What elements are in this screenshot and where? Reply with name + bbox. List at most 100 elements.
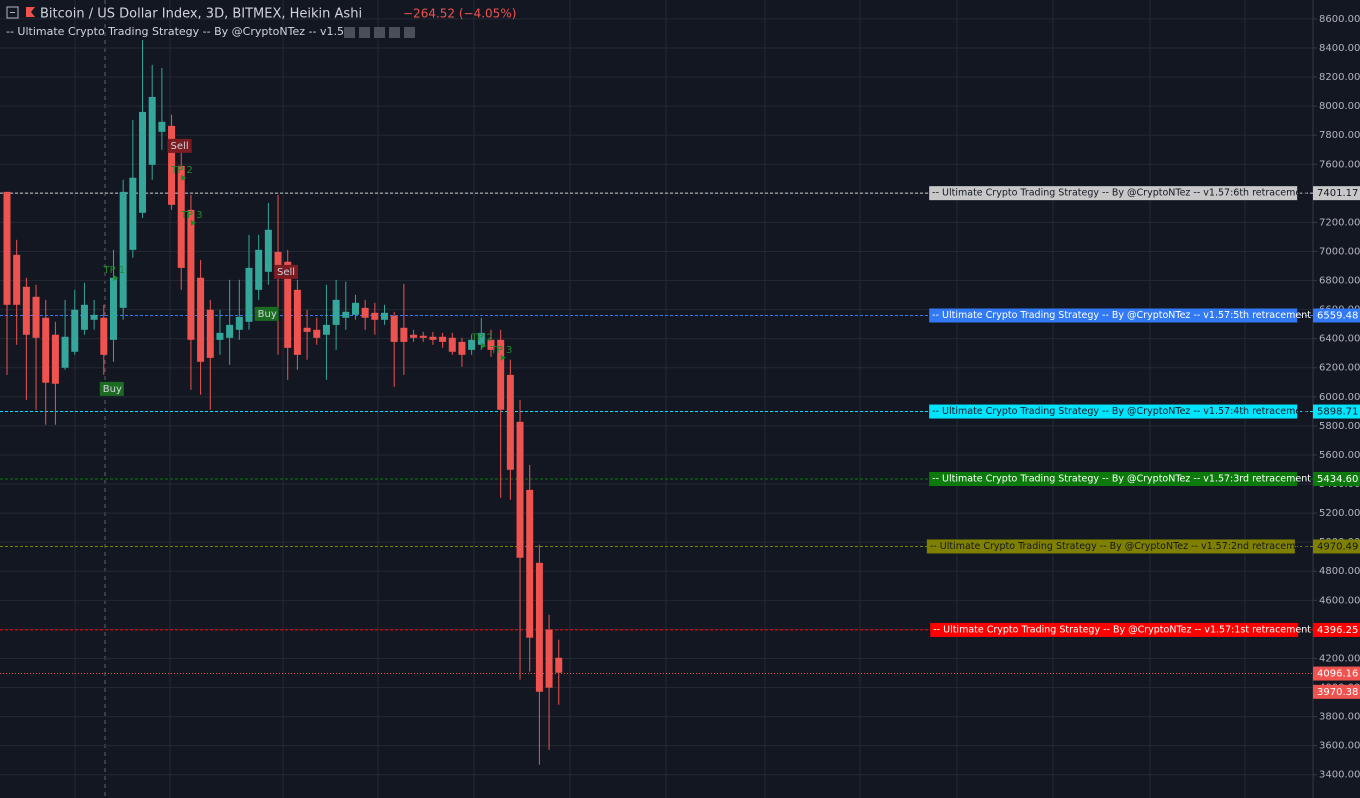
tp-arrow [113,274,119,281]
candle-body [80,304,88,330]
candle-body [332,299,340,325]
y-tick-label: 6000.00 [1319,392,1360,403]
remove-button[interactable] [404,27,415,38]
candle-body [516,421,524,558]
candle-body [61,336,69,368]
candle-body [487,339,495,350]
candle-body [129,177,137,250]
retracement-price-bg [1313,472,1360,487]
format-button[interactable] [359,27,370,38]
retracement-label-bg [929,404,1298,419]
y-tick-label: 5600.00 [1319,450,1360,461]
candle-body [51,334,59,384]
flag-icon [26,7,35,17]
y-tick-label: 3600.00 [1319,741,1360,752]
candle-body [109,277,117,340]
y-tick-label: 8400.00 [1319,43,1360,54]
price-marker-bg [1313,684,1360,699]
signal-label: Buy [258,309,277,320]
candle-body [506,374,514,470]
candle-body [526,489,534,638]
candle-body [177,165,185,268]
candle-body [245,267,253,322]
candle-body [22,286,30,335]
retracement-price-bg [1313,308,1360,323]
candle-body [381,312,389,320]
y-tick-label: 7000.00 [1319,246,1360,257]
y-tick-label: 8200.00 [1319,72,1360,83]
candle-body [303,327,311,332]
retracement-price: 6559.48 [1317,310,1358,321]
retracement-price: 4396.25 [1317,625,1358,636]
tp-arrow [481,342,487,349]
indicator-buttons [344,27,415,38]
tp-label: TP 3 [180,210,203,221]
candle-body [390,315,398,342]
signal-label: Sell [171,141,189,152]
candle-body [100,317,108,355]
y-tick-label: 5800.00 [1319,421,1360,432]
candle-body [458,341,466,355]
price-change: −264.52 (−4.05%) [403,7,516,21]
retracement-label: -- Ultimate Crypto Trading Strategy -- B… [933,624,1311,635]
candle-body [545,629,553,688]
retracement-label-bg [930,622,1299,637]
signal-label: Sell [277,267,295,278]
candle-body [429,336,437,340]
signal-bg [274,264,299,279]
tp-label: TP 3 [490,345,513,356]
signal-label: Buy [103,384,122,395]
candle-body [410,334,418,338]
candle-body [313,329,321,338]
price-marker-label: 3970.38 [1317,687,1358,698]
candle-body [235,316,243,330]
candle-body [468,339,476,350]
candle-body [168,125,176,205]
retracement-price-bg [1313,539,1360,554]
retracement-price: 5898.71 [1317,407,1358,418]
add-button[interactable] [389,27,400,38]
retracement-label-bg [929,308,1298,323]
indicator-name[interactable]: -- Ultimate Crypto Trading Strategy -- B… [6,25,351,38]
price-axis [1313,0,1360,798]
retracement-price-bg [1313,186,1360,201]
candle-body [187,209,195,340]
source-button[interactable] [374,27,385,38]
signal-bg [99,381,124,396]
y-tick-label: 6800.00 [1319,276,1360,287]
tp-label: TP 2 [170,165,193,176]
retracement-label: -- Ultimate Crypto Trading Strategy -- B… [932,474,1311,485]
retracement-price: 4970.49 [1317,541,1358,552]
settings-button[interactable] [344,27,355,38]
signal-bg [167,138,192,153]
retracement-label: -- Ultimate Crypto Trading Strategy -- B… [932,310,1311,321]
retracement-price: 5434.60 [1317,474,1358,485]
candle-body [226,324,234,338]
collapse-button[interactable] [6,6,19,19]
candle-body [71,309,79,352]
candle-body [284,261,292,348]
candle-body [361,307,369,318]
candle-body [351,302,359,315]
y-tick-label: 7600.00 [1319,159,1360,170]
symbol-title[interactable]: Bitcoin / US Dollar Index, 3D, BITMEX, H… [40,7,362,22]
signal-bg [254,306,279,321]
retracement-price-bg [1313,622,1360,637]
y-tick-label: 7200.00 [1319,217,1360,228]
candle-body [139,111,147,213]
candle-body [419,335,427,338]
y-tick-label: 6200.00 [1319,363,1360,374]
candle-body [477,332,485,345]
tp-arrow [500,354,506,361]
tp-label: TP 1 [102,265,125,276]
retracement-label: -- Ultimate Crypto Trading Strategy -- B… [930,541,1311,552]
tp-arrow [190,219,196,226]
candle-body [274,251,282,275]
candle-body [264,229,272,272]
retracement-label-bg [929,186,1298,201]
candle-body [255,249,263,290]
retracement-label: -- Ultimate Crypto Trading Strategy -- B… [932,188,1311,199]
y-tick-label: 8600.00 [1319,14,1360,25]
price-marker-bg [1313,666,1360,681]
candle-body [555,657,563,673]
